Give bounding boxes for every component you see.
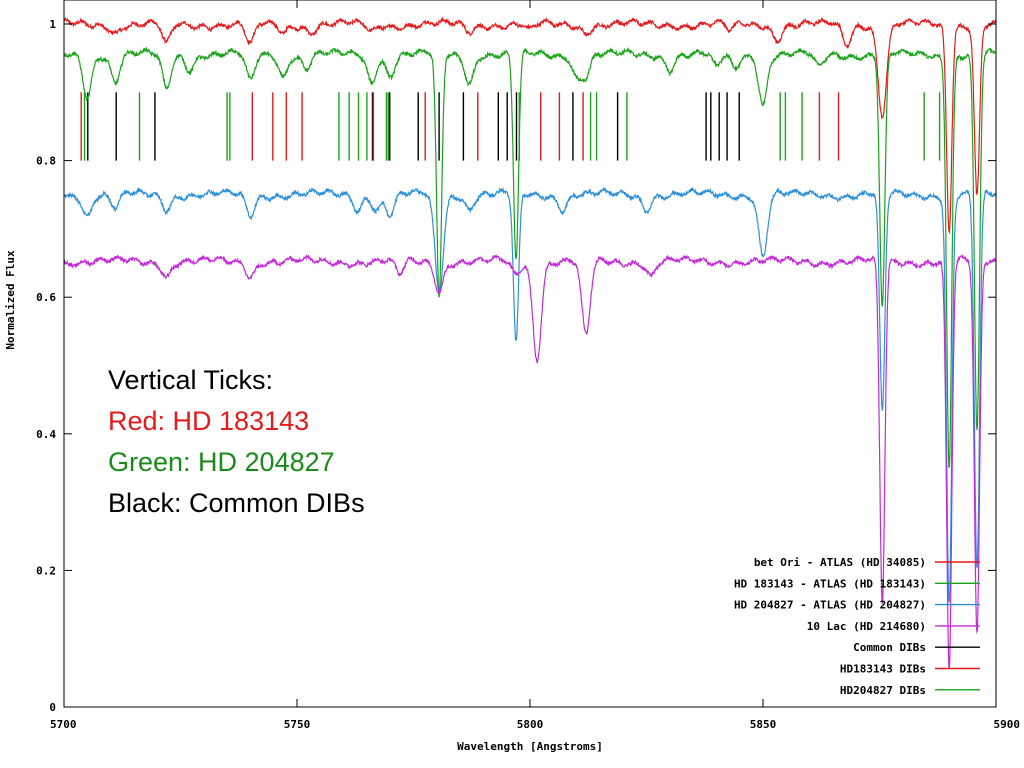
legend-label: Common DIBs [853,641,926,654]
series-layer [63,16,997,669]
series-line-1 [63,46,996,468]
legend-label: HD 183143 - ATLAS (HD 183143) [734,577,926,590]
series-line-0 [63,16,997,235]
legend: bet Ori - ATLAS (HD 34085) HD 183143 - AT… [734,556,980,697]
x-tick-label: 5750 [284,718,311,731]
y-tick-label: 0.8 [36,155,56,168]
annotation-black-line: Black: Common DIBs [108,488,365,518]
series-line-2 [63,186,997,603]
dib-tick-layer [80,92,941,161]
x-axis-title: Wavelength [Angstroms] [457,740,603,753]
y-tick-label: 0.2 [36,564,56,577]
y-tick-label: 0 [49,701,56,714]
annotation-heading: Vertical Ticks: [108,365,274,395]
y-tick-label: 1 [49,18,56,31]
x-tick-label: 5900 [994,718,1021,731]
legend-label: HD183143 DIBs [840,663,926,676]
annotation-box: Vertical Ticks: Red: HD 183143 Green: HD… [108,360,365,524]
legend-label: bet Ori - ATLAS (HD 34085) [754,556,926,569]
legend-label: HD 204827 - ATLAS (HD 204827) [734,599,926,612]
x-tick-label: 5850 [750,718,777,731]
annotation-green-line: Green: HD 204827 [108,447,335,477]
y-tick-label: 0.4 [36,428,56,441]
axis-ticks: 0 0.2 0.4 0.6 0.8 1 5700 5750 5800 5850 5900 [36,0,1020,731]
dib-set-1 [80,92,840,161]
series-line-3 [63,253,997,669]
legend-label: HD204827 DIBs [840,684,926,697]
y-axis-title: Normalized Flux [4,250,17,350]
dib-set-0 [87,92,740,161]
x-tick-label: 5800 [517,718,544,731]
annotation-red-line: Red: HD 183143 [108,406,310,436]
x-tick-label: 5700 [50,718,77,731]
y-tick-label: 0.6 [36,291,56,304]
legend-label: 10 Lac (HD 214680) [807,620,926,633]
